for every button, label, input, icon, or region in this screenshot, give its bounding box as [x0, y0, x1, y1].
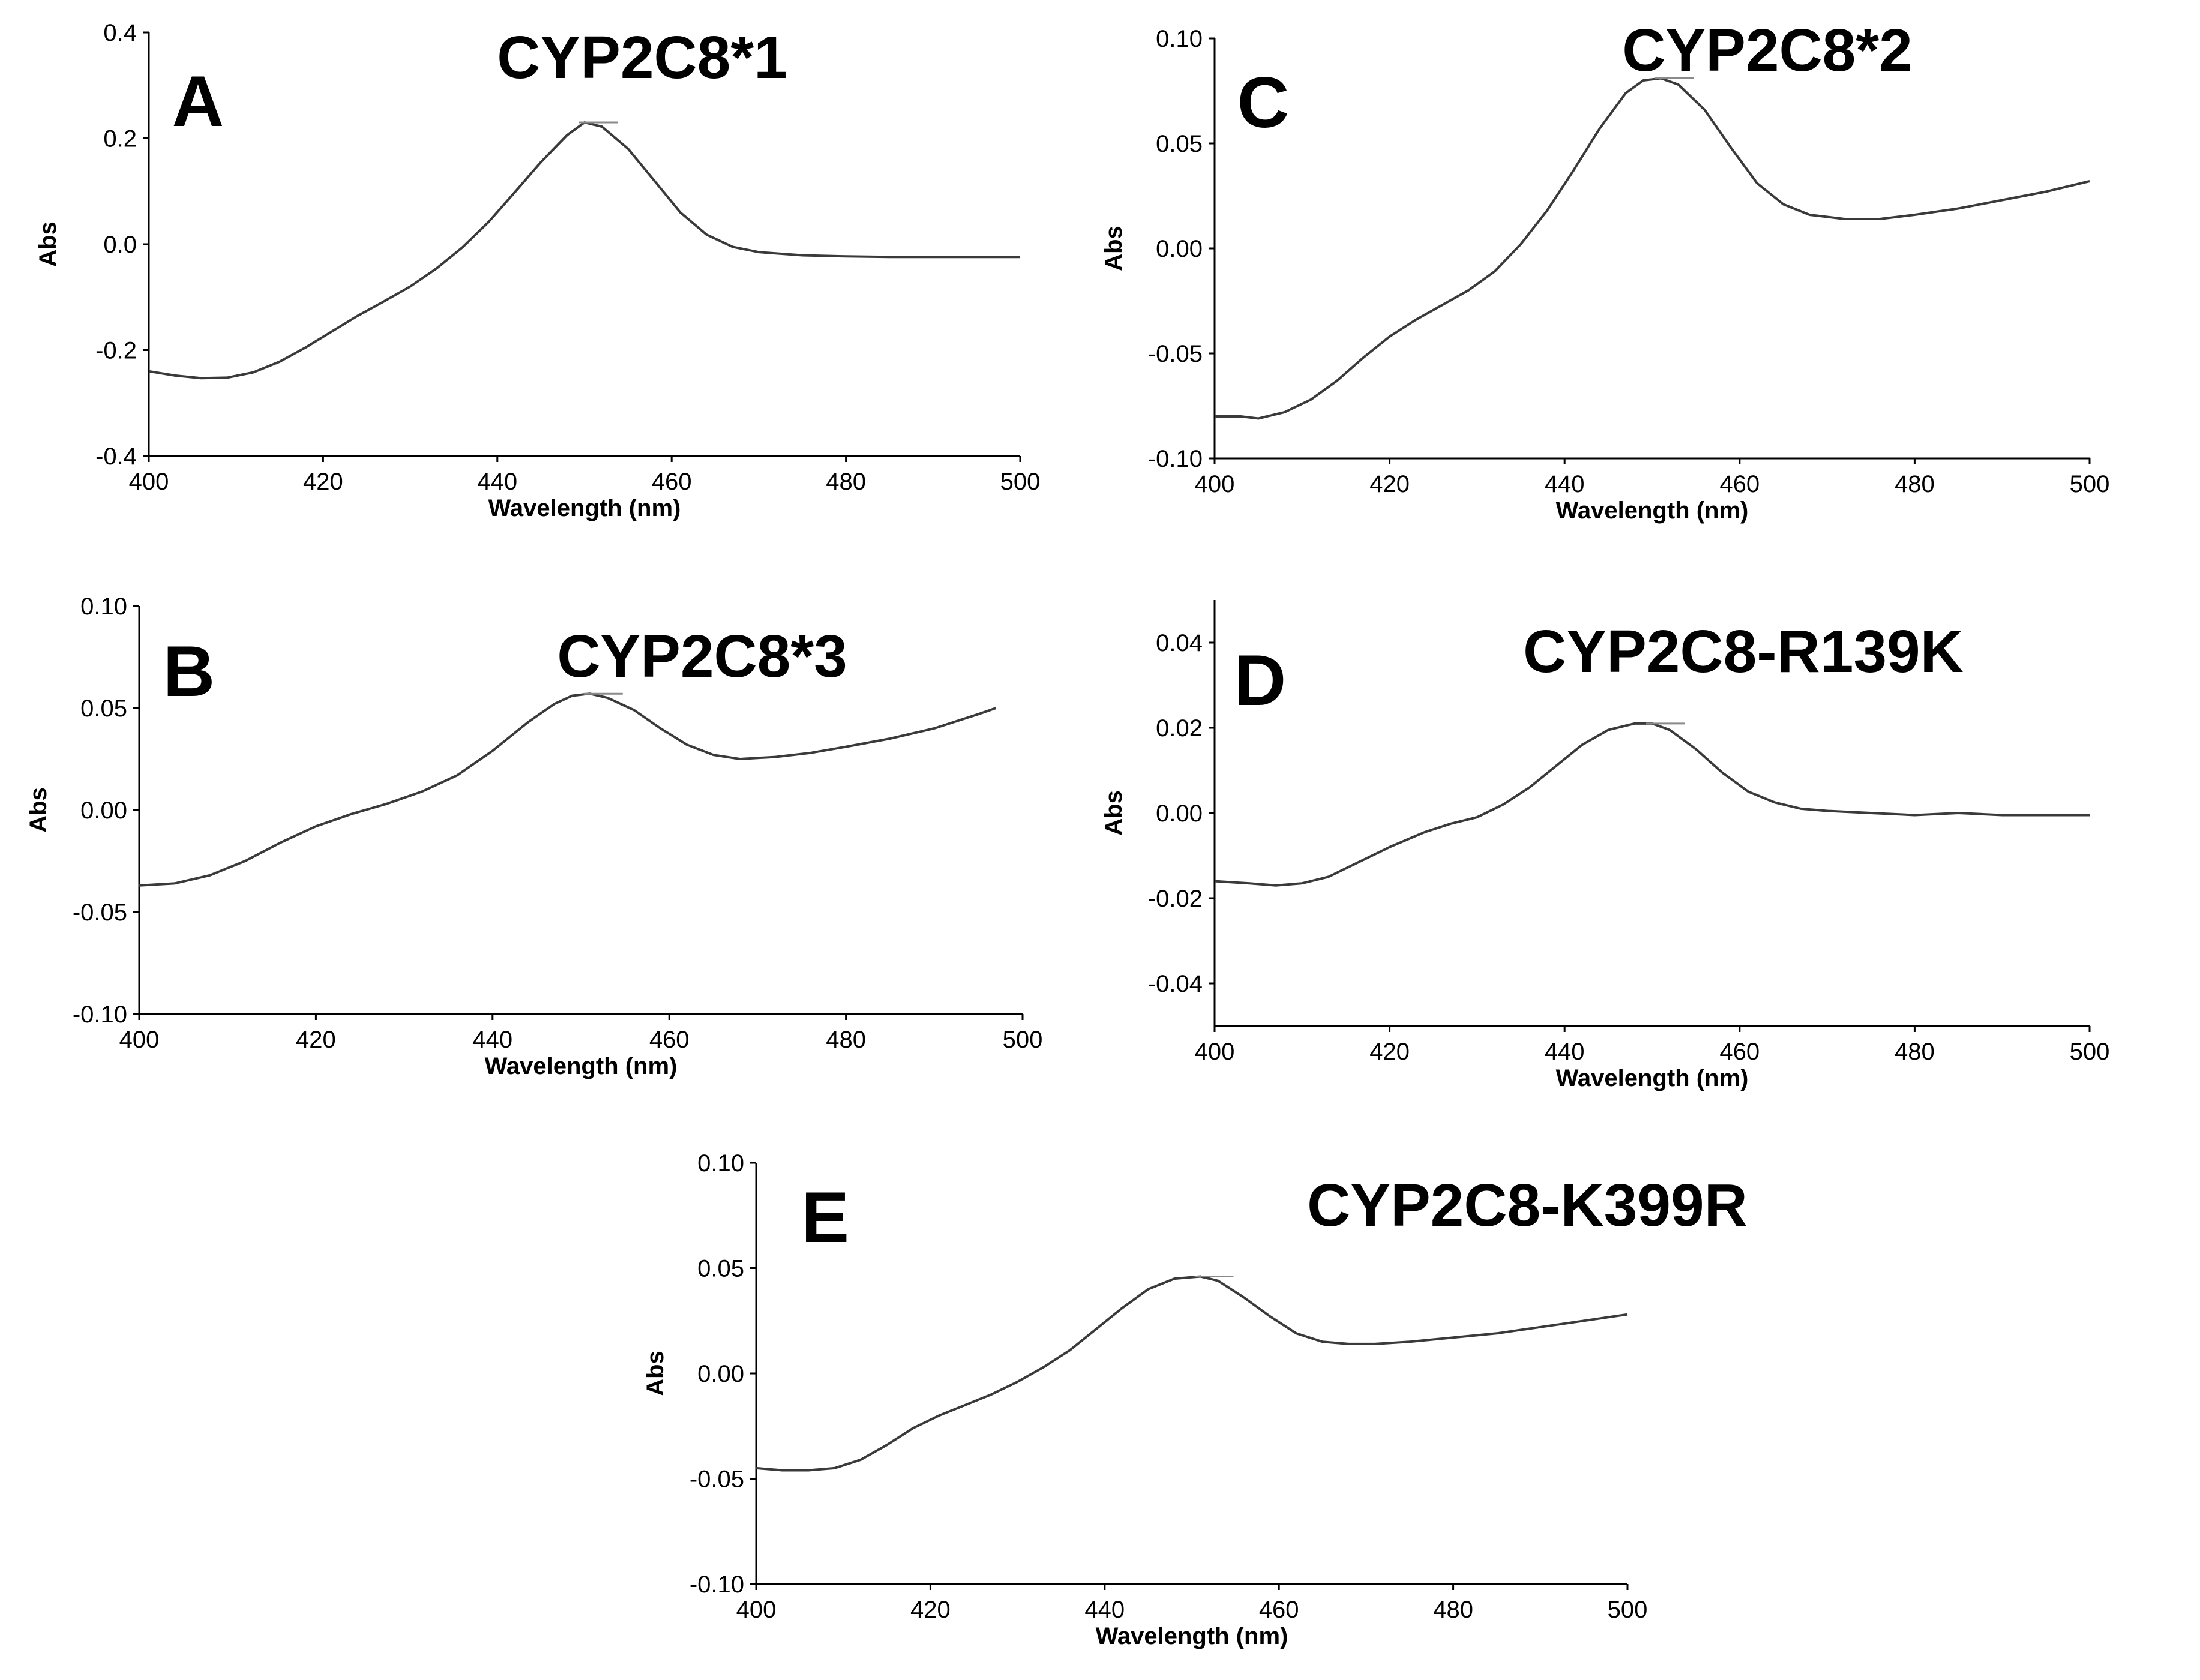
y-axis-label: Abs — [642, 1351, 669, 1396]
x-axis-label: Wavelength (nm) — [1556, 497, 1749, 524]
x-tick-label: 440 — [1545, 471, 1585, 497]
spectrum-line — [1215, 77, 2090, 420]
x-axis-label: Wavelength (nm) — [485, 1053, 678, 1079]
x-tick-label: 460 — [1719, 1039, 1760, 1065]
y-tick-label: 0.02 — [1156, 715, 1203, 742]
y-tick-label: 0.05 — [80, 695, 127, 722]
x-tick-label: 480 — [826, 469, 866, 495]
y-tick-label: 0.00 — [697, 1361, 744, 1387]
x-axis-label: Wavelength (nm) — [1096, 1623, 1288, 1649]
y-tick-label: 0.10 — [697, 1150, 744, 1177]
y-tick-label: -0.05 — [1148, 341, 1203, 367]
panel-title: CYP2C8*3 — [557, 623, 847, 690]
spectrum-line — [139, 692, 997, 887]
spectrum-line — [1214, 722, 2090, 887]
x-tick-label: 400 — [129, 469, 169, 495]
y-tick-label: -0.05 — [73, 899, 127, 926]
y-tick-label: 0.04 — [1156, 630, 1203, 656]
x-tick-label: 500 — [2070, 1039, 2110, 1065]
panel-b: 400 420 440 460 480 500 -0.10 -0.05 0.00 0.05 0.10… — [25, 593, 1042, 1079]
x-tick-label: 440 — [472, 1027, 512, 1053]
spectrum-line — [756, 1275, 1628, 1472]
y-tick-label: 0.00 — [80, 797, 127, 824]
x-axis-label: Wavelength (nm) — [1556, 1065, 1749, 1091]
x-tick-label: 480 — [1895, 1039, 1935, 1065]
y-tick-label: -0.05 — [690, 1466, 744, 1493]
x-tick-label: 420 — [1369, 471, 1410, 497]
panel-d: 400 420 440 460 480 500 -0.04 -0.02 0.00 0.02 0.04… — [1101, 600, 2109, 1091]
panel-c: 400 420 440 460 480 500 -0.10 -0.05 0.00 0.05 0.10… — [1101, 17, 2109, 524]
x-tick-label: 440 — [1545, 1039, 1585, 1065]
x-tick-label: 500 — [1608, 1597, 1648, 1623]
y-tick-label: 0.10 — [80, 593, 127, 620]
panel-e: 400 420 440 460 480 500 -0.10 -0.05 0.00 0.05 0.10… — [642, 1150, 1748, 1649]
x-tick-label: 400 — [1195, 1039, 1235, 1065]
panel-letter: C — [1237, 62, 1290, 143]
y-tick-label: 0.2 — [103, 126, 137, 152]
panel-letter: D — [1234, 640, 1287, 721]
x-tick-label: 480 — [1895, 471, 1935, 497]
panel-letter: B — [163, 631, 215, 712]
panel-title: CYP2C8-R139K — [1523, 618, 1964, 685]
x-tick-label: 400 — [736, 1597, 777, 1623]
x-tick-label: 500 — [2070, 471, 2110, 497]
x-tick-label: 420 — [1369, 1039, 1410, 1065]
spectrum-line — [148, 121, 1020, 380]
panel-title: CYP2C8*2 — [1622, 17, 1913, 84]
x-tick-label: 420 — [910, 1597, 951, 1623]
y-tick-label: -0.4 — [95, 443, 137, 470]
x-tick-label: 440 — [477, 469, 517, 495]
x-tick-label: 460 — [649, 1027, 690, 1053]
y-axis-label: Abs — [1101, 226, 1127, 271]
y-tick-label: 0.05 — [1156, 131, 1203, 157]
x-tick-label: 420 — [296, 1027, 336, 1053]
y-tick-label: -0.2 — [95, 338, 137, 364]
panel-letter: E — [801, 1177, 849, 1258]
x-tick-label: 420 — [303, 469, 343, 495]
x-tick-label: 460 — [1719, 471, 1760, 497]
y-tick-label: -0.02 — [1148, 886, 1203, 912]
y-axis-label: Abs — [1101, 790, 1127, 836]
panel-letter: A — [172, 61, 224, 142]
y-tick-label: -0.04 — [1148, 971, 1203, 997]
x-tick-label: 480 — [1433, 1597, 1473, 1623]
x-tick-label: 440 — [1084, 1597, 1125, 1623]
y-tick-label: -0.10 — [690, 1571, 744, 1598]
y-tick-label: -0.10 — [73, 1001, 127, 1028]
y-tick-label: 0.05 — [697, 1256, 744, 1282]
panel-a: 400 420 440 460 480 500 -0.4 -0.2 0.0 0.2 0.4 Wavel… — [35, 20, 1040, 521]
y-tick-label: 0.4 — [103, 20, 137, 46]
y-tick-label: 0.00 — [1156, 236, 1203, 262]
y-tick-label: 0.00 — [1156, 800, 1203, 827]
y-tick-label: -0.10 — [1148, 446, 1203, 472]
y-axis-label: Abs — [35, 221, 61, 267]
x-tick-label: 400 — [1195, 471, 1235, 497]
x-axis-label: Wavelength (nm) — [488, 495, 681, 521]
y-tick-label: 0.0 — [103, 232, 137, 258]
x-tick-label: 480 — [826, 1027, 866, 1053]
x-tick-label: 460 — [1259, 1597, 1299, 1623]
x-tick-label: 500 — [1003, 1027, 1043, 1053]
y-axis-label: Abs — [25, 787, 52, 833]
x-tick-label: 460 — [652, 469, 692, 495]
y-tick-label: 0.10 — [1156, 26, 1203, 52]
panel-title: CYP2C8*1 — [497, 24, 787, 91]
panel-title: CYP2C8-K399R — [1307, 1172, 1748, 1239]
x-tick-label: 400 — [119, 1027, 160, 1053]
x-tick-label: 500 — [1000, 469, 1041, 495]
